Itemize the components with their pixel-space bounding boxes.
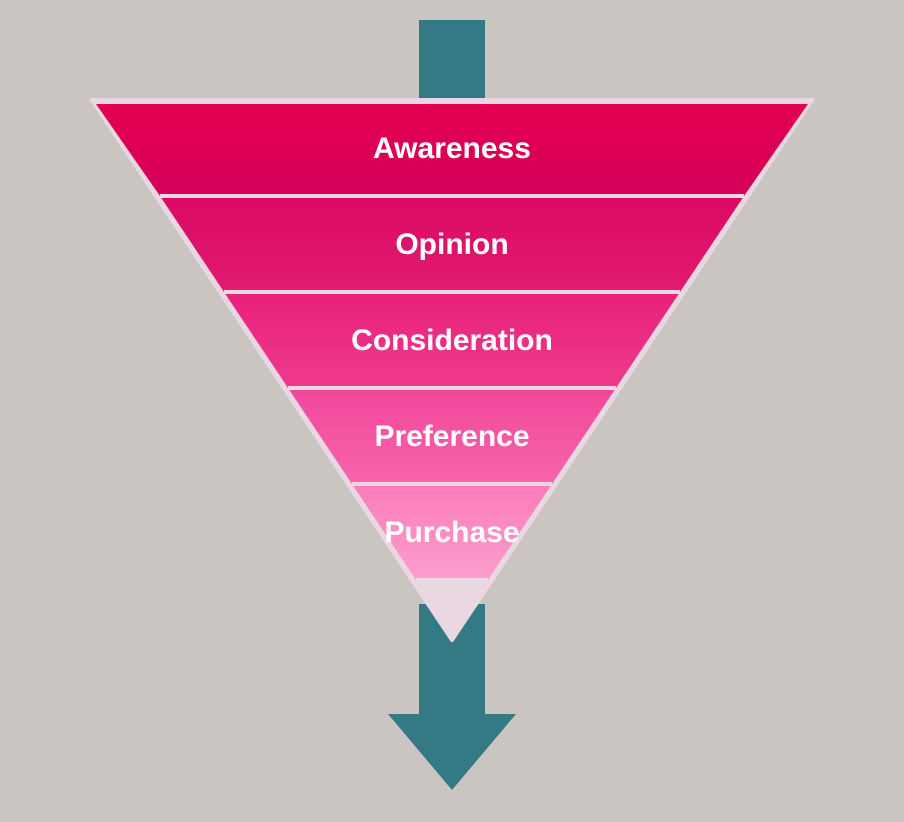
funnel-diagram: Awareness Opinion Consideration Preference P… [0,0,904,822]
funnel-stage-label: Awareness [373,132,531,165]
funnel-stage-label: Preference [374,420,529,453]
funnel-stage-label: Opinion [395,228,508,261]
funnel-stage-label: Consideration [351,324,553,357]
input-arrow-icon [419,20,485,100]
funnel-stage-label: Purchase [384,516,519,549]
